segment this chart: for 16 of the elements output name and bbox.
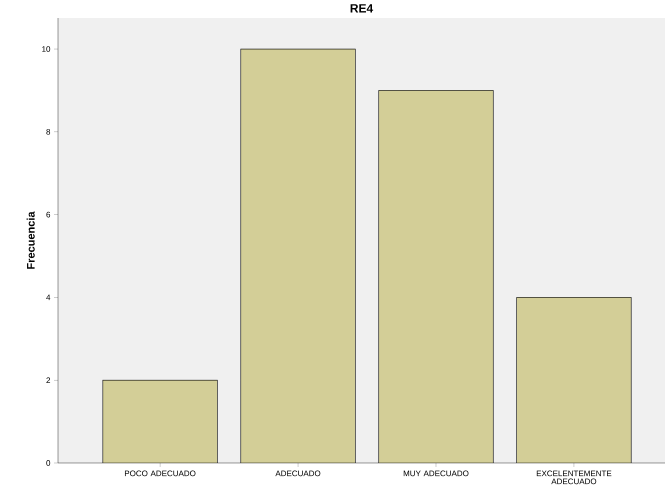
bar xyxy=(102,380,218,463)
y-tick-label: 2 xyxy=(46,377,50,383)
y-axis-title: Frecuencia xyxy=(26,211,35,269)
y-tick-label: 4 xyxy=(46,294,50,300)
chart-title: RE4 xyxy=(350,4,374,12)
bar xyxy=(378,90,494,463)
y-tick-label: 8 xyxy=(46,129,50,135)
y-tick-label: 10 xyxy=(42,46,50,52)
y-tick-label: 0 xyxy=(46,460,50,466)
y-tick-label: 6 xyxy=(46,212,50,218)
x-tick-label: POCO ADECUADO xyxy=(124,470,196,476)
x-tick-label: ADECUADO xyxy=(275,470,320,476)
bar xyxy=(240,49,356,463)
x-tick-label: MUY ADECUADO xyxy=(404,470,468,476)
x-tick-label: EXCELENTEMENTE ADECUADO xyxy=(536,470,612,484)
bar xyxy=(516,297,632,463)
